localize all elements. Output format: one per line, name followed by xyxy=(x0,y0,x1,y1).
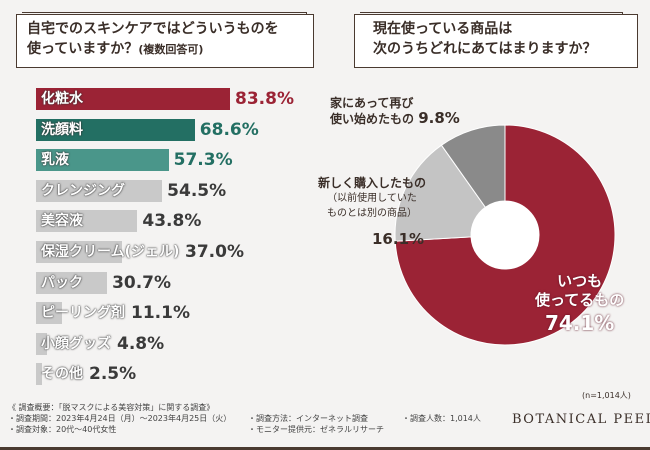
pie-label-usual-line1: いつも xyxy=(557,272,603,290)
pie-label-usual-line2: 使ってるもの xyxy=(535,291,625,309)
bar-category-label: 美容液 xyxy=(41,213,83,230)
bar-category-label: 小顔グッズ xyxy=(41,335,111,352)
right-title-line1: 現在使っている商品は xyxy=(373,21,513,37)
bar xyxy=(36,149,169,172)
donut-hole xyxy=(471,201,539,269)
bar xyxy=(36,88,230,110)
left-title-line2: 使っていますか？ xyxy=(27,41,139,57)
bar-value-label: 37.0% xyxy=(185,242,244,262)
bar-category-label: クレンジング xyxy=(41,182,125,199)
footer-count: ・調査人数：1,014人 xyxy=(402,414,481,423)
bar-category-label: 化粧水 xyxy=(41,91,83,107)
footer-summary: 《 調査概要：「脱マスクによる美容対策」に関する調査》 xyxy=(8,403,215,412)
left-title-line1: 自宅でのスキンケアではどういうものを xyxy=(27,21,279,37)
pie-label-usual: いつも 使ってるもの 74.1% xyxy=(535,272,624,336)
bar-category-label: 洗顔料 xyxy=(41,121,83,138)
bar-value-label: 11.1% xyxy=(131,303,190,324)
footer-target: ・調査対象：20代～40代女性 xyxy=(8,425,117,434)
footer-method: ・調査方法：インターネット調査 xyxy=(248,414,368,423)
right-question-title: 現在使っている商品は 次のうちどれにあてはまりますか？ xyxy=(354,14,638,68)
bar-category-label: ピーリング剤 xyxy=(41,305,125,322)
bar-value-label: 57.3% xyxy=(173,150,233,171)
footer-provider: ・モニター提供元：ゼネラルリサーチ xyxy=(248,425,384,434)
bar-value-label: 30.7% xyxy=(112,272,172,293)
bar-value-label: 83.8% xyxy=(235,89,294,109)
footer-period: ・調査期間：2023年4月24日（月）～2023年4月25日（火） xyxy=(8,414,232,423)
left-question-title: 自宅でのスキンケアではどういうものを 使っていますか？(複数回答可) xyxy=(16,14,314,68)
bar-value-label: 4.8% xyxy=(117,333,165,354)
pie-label-new-line1: 新しく購入したもの xyxy=(318,176,427,190)
bar-value-label: 68.6% xyxy=(199,119,259,140)
pie-value-new: 16.1% xyxy=(372,230,425,248)
right-title-line2: 次のうちどれにあてはまりますか？ xyxy=(373,41,597,57)
bar xyxy=(36,271,108,294)
bar-value-label: 43.8% xyxy=(142,211,202,232)
pie-label-existing-line1: 家にあって再び xyxy=(330,96,414,110)
bar xyxy=(36,118,195,141)
bar-value-label: 2.5% xyxy=(89,364,137,385)
bar-value-label: 54.5% xyxy=(167,180,227,201)
bar xyxy=(36,363,42,386)
left-title-note: (複数回答可) xyxy=(138,43,204,56)
pie-label-new: 新しく購入したもの （以前使用していた ものとは別の商品） xyxy=(318,176,426,221)
pie-label-existing: 家にあって再び 使い始めたもの 9.8% xyxy=(330,96,460,127)
bar-category-label: 乳液 xyxy=(41,152,69,169)
brand-logo: BOTANICAL PEEL xyxy=(512,412,650,427)
pie-label-existing-line2: 使い始めたもの xyxy=(330,112,415,126)
sample-size-note: (n=1,014人) xyxy=(582,391,631,400)
pie-label-new-line3: ものとは別の商品） xyxy=(327,208,417,219)
pie-value-usual: 74.1% xyxy=(544,311,615,335)
bar xyxy=(36,302,62,325)
bottom-rule xyxy=(0,447,650,450)
bar xyxy=(36,332,48,355)
bar-category-label: パック xyxy=(41,274,83,291)
pie-label-new-line2: （以前使用していた xyxy=(327,193,417,204)
bar xyxy=(36,210,138,233)
bar-category-label: その他 xyxy=(41,366,83,383)
bar-category-label: 保湿クリーム(ジェル) xyxy=(41,244,180,260)
bar xyxy=(36,241,122,263)
bar xyxy=(36,179,163,202)
pie-value-existing: 9.8% xyxy=(418,109,460,127)
